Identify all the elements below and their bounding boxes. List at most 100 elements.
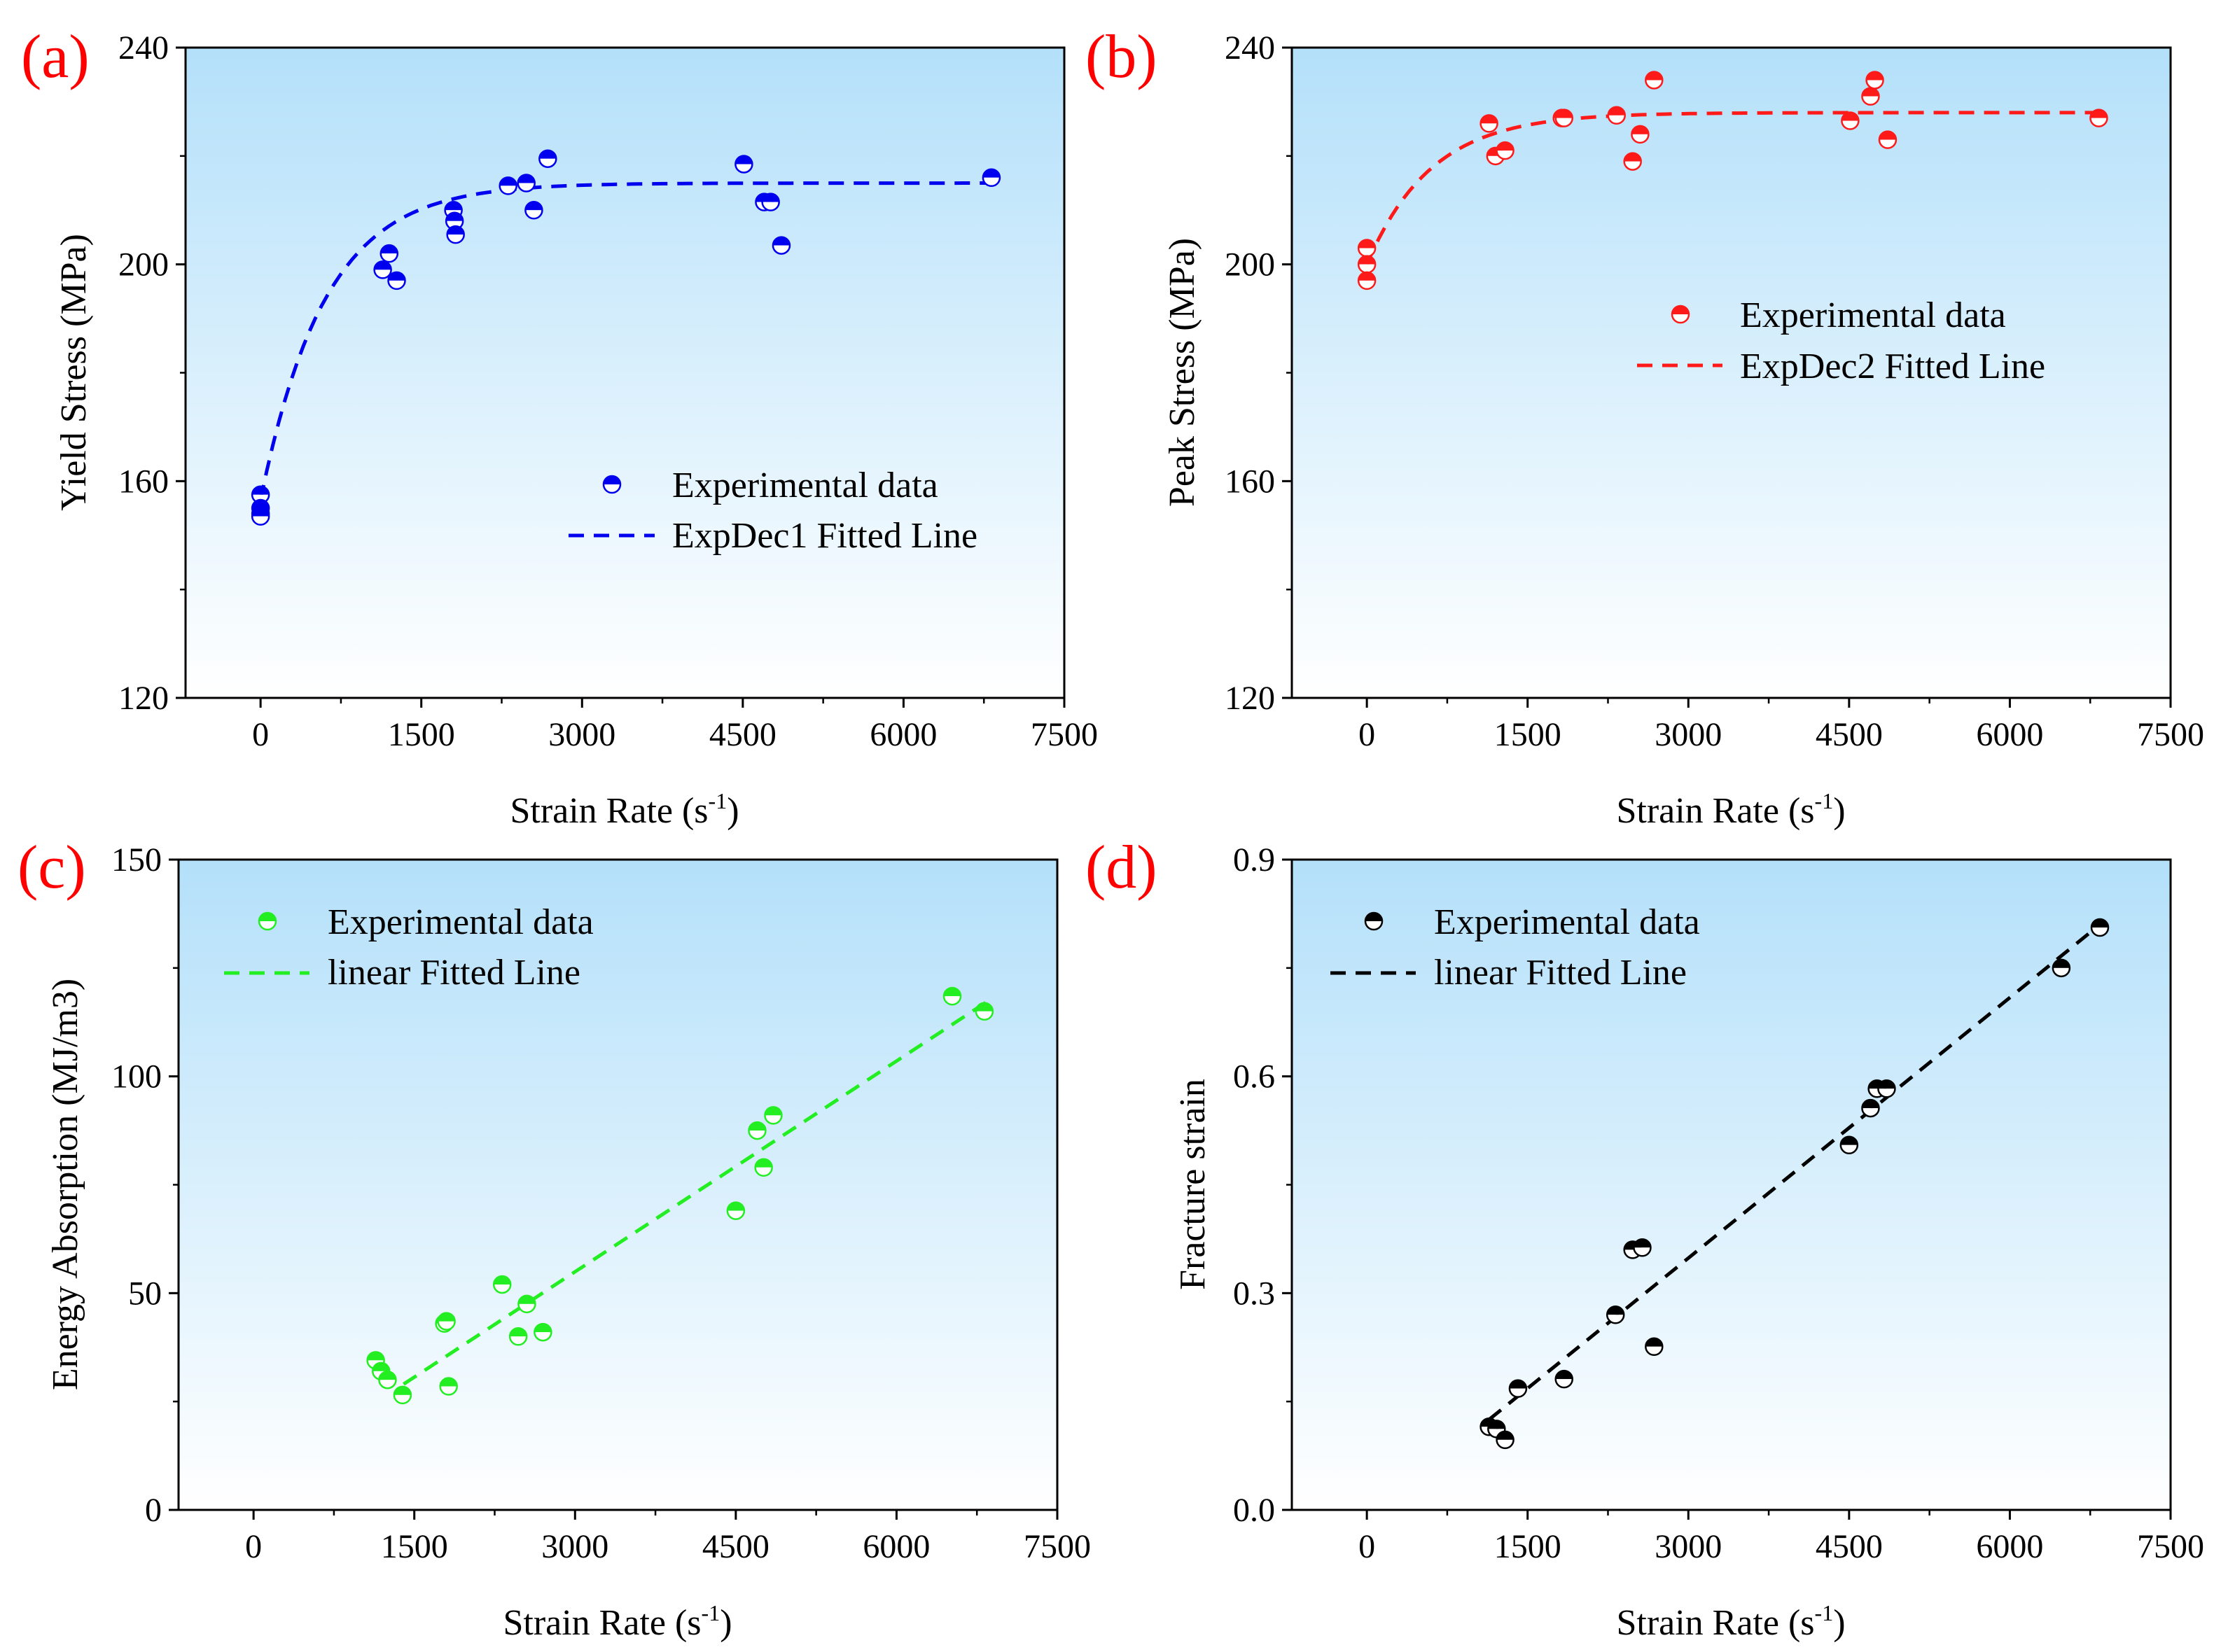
data-point bbox=[373, 260, 392, 279]
y-tick-label: 160 bbox=[1225, 463, 1275, 500]
data-point bbox=[1479, 114, 1498, 133]
legend-marker-icon bbox=[602, 475, 622, 494]
data-point bbox=[1645, 1337, 1664, 1356]
ticks-d: 0 1500 3000 4500 6000 7500 0.0 0.3 0.6 0.9 bbox=[1233, 841, 2204, 1565]
legend-marker-icon bbox=[258, 911, 277, 931]
y-tick-label: 150 bbox=[111, 841, 162, 878]
data-point bbox=[393, 1385, 412, 1405]
y-tick-label: 200 bbox=[1225, 246, 1275, 284]
data-point bbox=[2089, 108, 2108, 127]
data-point bbox=[1633, 1238, 1652, 1257]
ticks-b: 0 1500 3000 4500 6000 7500 120 160 200 240 bbox=[1225, 29, 2204, 753]
legend-label-experimental-c: Experimental data bbox=[328, 902, 594, 942]
data-point bbox=[1357, 271, 1377, 290]
x-tick-label: 0 bbox=[245, 1528, 262, 1565]
data-point bbox=[1631, 125, 1650, 144]
legend-marker-icon bbox=[1364, 911, 1384, 931]
y-tick-label: 0.9 bbox=[1233, 841, 1275, 878]
legend-label-experimental-a: Experimental data bbox=[672, 465, 938, 505]
data-point bbox=[1607, 106, 1626, 125]
x-tick-label: 7500 bbox=[2137, 716, 2204, 753]
y-tick-label: 160 bbox=[118, 463, 169, 500]
x-tick-label: 3000 bbox=[548, 716, 615, 753]
x-axis-title-a: Strain Rate (s-1) bbox=[510, 788, 739, 831]
data-point bbox=[499, 176, 517, 195]
x-tick-label: 0 bbox=[1358, 1528, 1375, 1565]
x-tick-label: 1500 bbox=[381, 1528, 448, 1565]
plot-area-c bbox=[177, 858, 1059, 1511]
x-tick-label: 7500 bbox=[1024, 1528, 1091, 1565]
legend-label-fit-b: ExpDec2 Fitted Line bbox=[1740, 346, 2045, 386]
data-points-a bbox=[251, 149, 1001, 526]
data-point bbox=[439, 1377, 458, 1396]
ticks-c: 0 1500 3000 4500 6000 7500 0 50 100 150 bbox=[111, 841, 1091, 1565]
data-point bbox=[1878, 130, 1898, 149]
y-axis-title-a: Yield Stress (MPa) bbox=[54, 234, 94, 511]
plot-area-b bbox=[1290, 46, 2172, 699]
data-point bbox=[1606, 1306, 1625, 1324]
y-axis-title-c: Energy Absorption (MJ/m3) bbox=[46, 979, 85, 1390]
data-point bbox=[1508, 1379, 1528, 1398]
x-tick-label: 3000 bbox=[541, 1528, 608, 1565]
data-point bbox=[772, 236, 791, 255]
legend-b: Experimental data ExpDec2 Fitted Line bbox=[1637, 295, 2045, 386]
plot-area-a bbox=[184, 46, 1066, 699]
data-point bbox=[387, 271, 406, 290]
data-point bbox=[1487, 1420, 1506, 1438]
y-tick-label: 0 bbox=[145, 1492, 162, 1529]
data-point bbox=[1357, 239, 1377, 258]
legend-d: Experimental data linear Fitted Line bbox=[1330, 902, 1700, 993]
data-point bbox=[1496, 141, 1515, 160]
data-point bbox=[982, 168, 1001, 188]
data-point bbox=[380, 244, 399, 263]
data-point bbox=[446, 225, 465, 244]
x-axis-title-b: Strain Rate (s-1) bbox=[1616, 788, 1845, 831]
y-tick-label: 120 bbox=[118, 680, 169, 717]
x-tick-label: 3000 bbox=[1655, 1528, 1722, 1565]
legend-label-fit-c: linear Fitted Line bbox=[328, 953, 580, 993]
data-point bbox=[2052, 958, 2071, 978]
data-point bbox=[378, 1370, 397, 1390]
panel-label-d: (d) bbox=[1085, 834, 1157, 902]
data-point bbox=[437, 1312, 456, 1331]
legend-label-experimental-d: Experimental data bbox=[1434, 902, 1700, 942]
panel-c: (c) 0 1500 3000 4500 6000 7500 0 50 100 150 Energ… bbox=[18, 834, 1091, 1643]
x-tick-label: 4500 bbox=[1816, 1528, 1883, 1565]
data-points-b bbox=[1357, 71, 2108, 290]
fit-line-d bbox=[1488, 923, 2101, 1421]
data-point bbox=[538, 149, 557, 168]
x-tick-label: 1500 bbox=[388, 716, 455, 753]
y-tick-label: 0.6 bbox=[1233, 1058, 1275, 1096]
y-tick-label: 120 bbox=[1225, 680, 1275, 717]
data-point bbox=[517, 174, 536, 192]
panel-label-a: (a) bbox=[21, 23, 90, 91]
data-point bbox=[524, 201, 543, 220]
data-point bbox=[754, 1158, 773, 1177]
data-point bbox=[764, 1106, 783, 1125]
data-point bbox=[975, 1002, 994, 1021]
data-point bbox=[2090, 918, 2110, 937]
y-tick-label: 50 bbox=[128, 1275, 162, 1312]
data-point bbox=[1877, 1079, 1896, 1098]
x-tick-label: 4500 bbox=[1816, 716, 1883, 753]
data-point bbox=[1623, 152, 1642, 171]
data-point bbox=[534, 1322, 552, 1342]
data-point bbox=[1841, 111, 1860, 130]
panel-label-c: (c) bbox=[18, 834, 86, 902]
plot-area-d bbox=[1290, 858, 2172, 1511]
legend-label-fit-a: ExpDec1 Fitted Line bbox=[672, 516, 977, 556]
data-point bbox=[748, 1121, 767, 1140]
x-tick-label: 3000 bbox=[1655, 716, 1722, 753]
panel-label-b: (b) bbox=[1085, 23, 1157, 91]
data-point bbox=[1496, 1430, 1515, 1450]
data-point bbox=[942, 986, 962, 1006]
x-tick-label: 6000 bbox=[1976, 716, 2043, 753]
fit-line-c bbox=[403, 1001, 987, 1386]
data-point bbox=[734, 155, 753, 174]
data-point bbox=[517, 1294, 536, 1314]
legend-marker-icon bbox=[1671, 304, 1690, 324]
legend-label-fit-d: linear Fitted Line bbox=[1434, 953, 1687, 993]
x-tick-label: 6000 bbox=[1976, 1528, 2043, 1565]
y-tick-label: 240 bbox=[1225, 29, 1275, 66]
legend-marker-c bbox=[258, 911, 277, 931]
